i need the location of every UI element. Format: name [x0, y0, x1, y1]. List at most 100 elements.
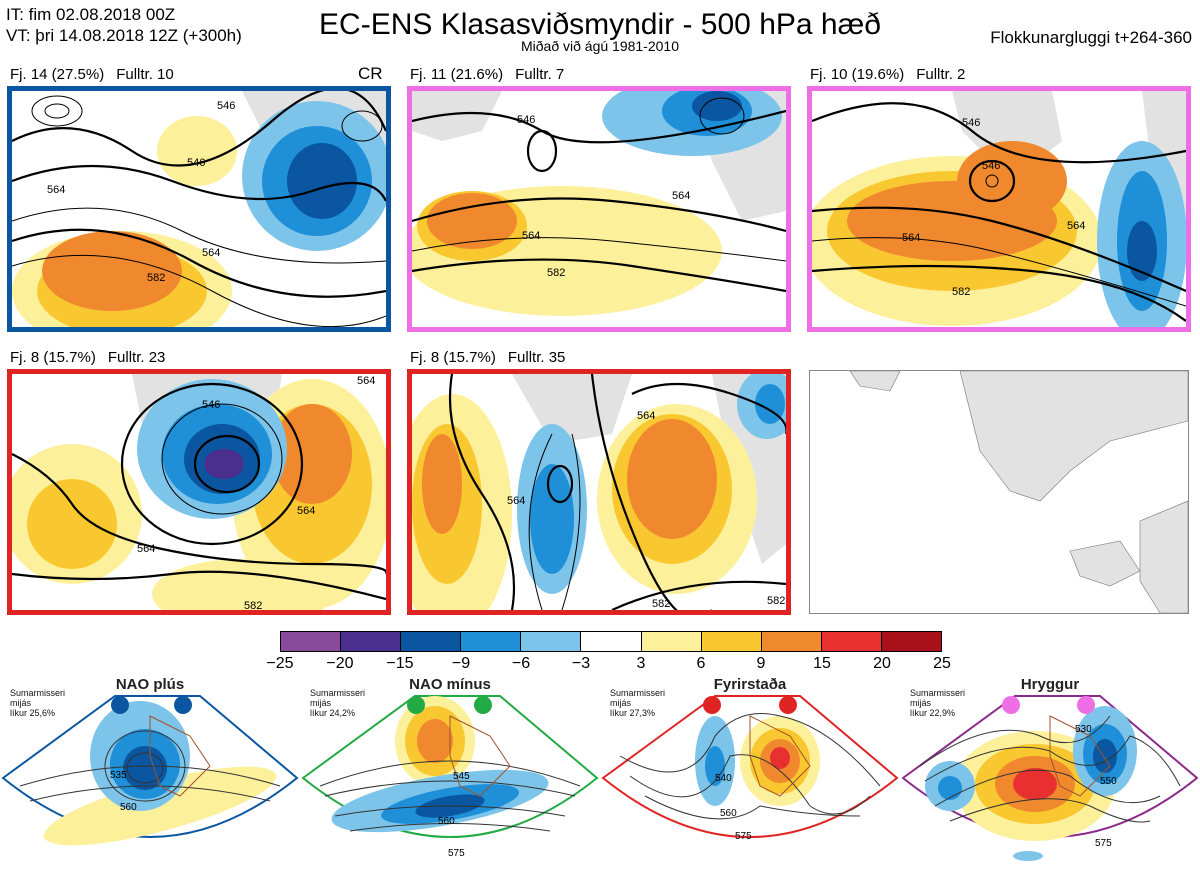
regime-map: 545 560 575	[301, 695, 599, 859]
control-run-tag: CR	[358, 64, 383, 83]
contour-label: 564	[137, 543, 155, 555]
contour-labels: 546 564 564 564 582	[137, 375, 375, 610]
colorbar-tick-label: −25	[266, 655, 294, 672]
contour-label: 564	[507, 495, 525, 507]
regime-nao-plus: 535 560 NAO plús Sumarmisseri mijás líku…	[0, 676, 300, 871]
anomaly-negative	[204, 449, 244, 479]
colorbar-swatch	[581, 632, 642, 651]
contour-label: 540	[715, 773, 732, 784]
colorbar-tick-label: 6	[696, 655, 706, 672]
valid-time: VT: þri 14.08.2018 12Z (+300h)	[6, 26, 242, 45]
contour-label: 546	[962, 117, 980, 129]
representative-label: Fulltr. 7	[515, 66, 565, 83]
cluster-label: Fj. 11 (21.6%)	[410, 66, 504, 83]
cluster-label: Fj. 8 (15.7%)	[10, 349, 96, 366]
contour-label: 582	[147, 272, 165, 284]
contour-label: 582	[244, 600, 262, 610]
representative-label: Fulltr. 2	[916, 66, 966, 83]
regime-name: NAO mínus	[409, 676, 491, 693]
regime-nao-minus: 545 560 575 NAO mínus Sumarmisseri mijás…	[300, 676, 600, 871]
regime-note-line: mijás	[610, 698, 632, 708]
cluster-map-4: 546 564 564 564 582	[7, 369, 391, 615]
contour-label: 564	[297, 505, 315, 517]
contour-label: 535	[110, 770, 127, 781]
contour-label: 575	[1095, 838, 1112, 849]
issue-time: IT: fim 02.08.2018 00Z	[6, 5, 176, 24]
classification-window: Flokkunargluggi t+264-360	[990, 28, 1192, 47]
regime-ridge: 530 550 575 Hryggur Sumarmisseri mijás l…	[900, 676, 1200, 871]
contour-label: 560	[438, 816, 455, 827]
cluster-map-2: 546 564 564 582	[407, 86, 791, 332]
reference-map	[809, 370, 1189, 614]
colorbar-swatch	[521, 632, 582, 651]
colorbar-swatch	[281, 632, 342, 651]
anomaly-negative	[1127, 221, 1157, 281]
regime-note-line: mijás	[310, 698, 332, 708]
contour-label: 582	[952, 286, 970, 298]
panel-3-label: Fj. 10 (19.6%) Fulltr. 2	[810, 66, 965, 83]
anomaly-map-5: 564 564 582 582	[412, 374, 786, 610]
colorbar-tick-label: 15	[813, 655, 831, 672]
colorbar-swatch	[761, 632, 822, 651]
regime-dot	[407, 696, 425, 714]
anomaly-map-4: 546 564 564 564 582	[12, 374, 386, 610]
contour-label: 564	[672, 190, 690, 202]
panel-5-label: Fj. 8 (15.7%) Fulltr. 35	[410, 349, 565, 366]
colorbar-tick-label: 20	[873, 655, 891, 672]
anomaly-map-1: 546 546 564 582 564	[12, 91, 386, 327]
cluster-map-3: 546 546 564 564 582	[807, 86, 1191, 332]
colorbar-tick-label: −9	[451, 655, 471, 672]
contour-label: 564	[902, 232, 920, 244]
colorbar-swatch	[821, 632, 882, 651]
cluster-map-1: 546 546 564 582 564	[7, 86, 391, 332]
regime-note-line: Sumarmisseri	[610, 688, 666, 698]
cluster-label: Fj. 14 (27.5%)	[10, 66, 105, 83]
anomaly-map-3: 546 546 564 564 582	[812, 91, 1186, 327]
representative-label: Fulltr. 23	[107, 349, 166, 366]
colorbar-swatch	[641, 632, 702, 651]
colorbar-swatch	[701, 632, 762, 651]
contour-label: 546	[202, 399, 220, 411]
regime-dot	[703, 696, 721, 714]
representative-label: Fulltr. 35	[507, 349, 566, 366]
regime-dot	[474, 696, 492, 714]
anomaly-negative	[287, 143, 357, 219]
panel-4-label: Fj. 8 (15.7%) Fulltr. 23	[10, 349, 165, 366]
contour-label: 546	[982, 160, 1000, 172]
colorbar	[280, 631, 942, 652]
reference-map-land	[849, 371, 1188, 613]
anomaly-positive	[427, 193, 517, 249]
anomaly-positive	[27, 479, 117, 569]
colorbar-tick-label: 3	[636, 655, 646, 672]
panel-2-label: Fj. 11 (21.6%) Fulltr. 7	[410, 66, 564, 83]
colorbar-swatch	[401, 632, 462, 651]
regime-note: Sumarmisseri mijás líkur 27,3%	[610, 688, 665, 718]
anomaly-positive	[627, 419, 717, 539]
regime-note-line: mijás	[910, 698, 932, 708]
contour-label: 550	[1100, 776, 1117, 787]
regime-dot	[779, 696, 797, 714]
height-contours	[812, 102, 1186, 322]
colorbar-tick-label: −15	[386, 655, 414, 672]
contour-labels: 546 564 564 582	[517, 114, 690, 279]
panel-1-label: Fj. 14 (27.5%) Fulltr. 10	[10, 66, 174, 83]
contour-label: 564	[1067, 220, 1085, 232]
regime-note-line: líkur 24,2%	[310, 708, 356, 718]
regime-name: NAO plús	[115, 676, 185, 693]
land-area	[412, 91, 502, 141]
contour-label: 575	[735, 831, 752, 842]
height-contours	[12, 91, 386, 327]
contour-label: 575	[448, 848, 465, 859]
regime-note-line: líkur 22,9%	[910, 708, 956, 718]
regime-map: 530 550 575	[901, 695, 1199, 861]
colorbar-swatch	[461, 632, 522, 651]
land-area	[512, 374, 632, 444]
height-contours	[448, 374, 786, 610]
representative-label: Fulltr. 10	[116, 66, 174, 83]
colorbar-tick-label: −3	[571, 655, 591, 672]
colorbar-swatch	[341, 632, 402, 651]
contour-label: 545	[453, 771, 470, 782]
regime-dot	[174, 696, 192, 714]
colorbar-tick-label: −6	[511, 655, 531, 672]
contour-label: 582	[547, 267, 565, 279]
